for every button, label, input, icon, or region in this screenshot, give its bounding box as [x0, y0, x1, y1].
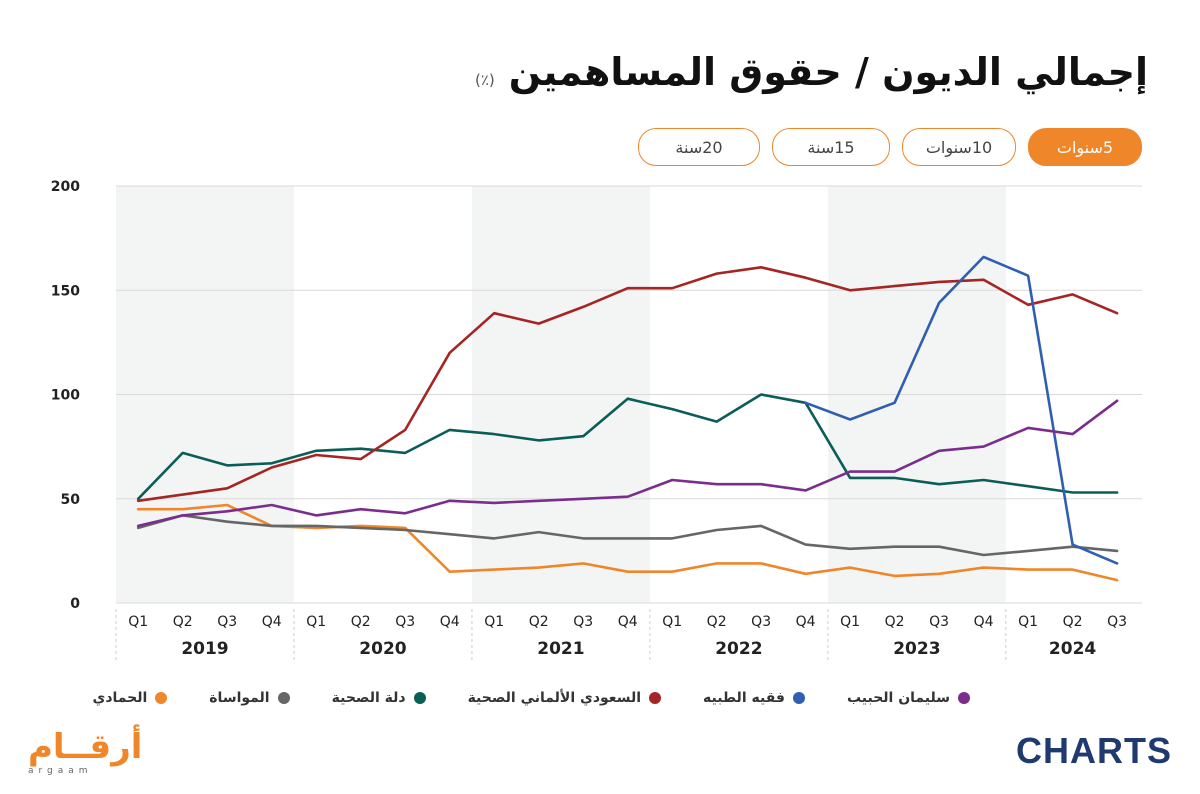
legend-label: فقيه الطبيه — [703, 690, 785, 706]
year-label-2021: 2021 — [537, 639, 584, 659]
y-tick-label: 0 — [70, 596, 80, 612]
x-tick-label: Q3 — [395, 614, 415, 630]
series-line-0 — [136, 503, 1119, 582]
x-tick-label: Q3 — [217, 614, 237, 630]
x-tick-label: Q3 — [573, 614, 593, 630]
legend-label: السعودي الألماني الصحية — [467, 690, 641, 706]
legend-item: السعودي الألماني الصحية — [468, 690, 661, 706]
x-tick-label: Q4 — [618, 614, 638, 630]
x-tick-label: Q2 — [707, 614, 727, 630]
series-line-5 — [136, 399, 1119, 528]
legend-label: سليمان الحبيب — [846, 690, 950, 706]
x-tick-label: Q1 — [662, 614, 682, 630]
y-tick-label: 150 — [51, 283, 80, 299]
legend-label: المواساة — [209, 690, 270, 706]
x-tick-label: Q2 — [173, 614, 193, 630]
charts-logo: CHARTS — [1016, 730, 1172, 771]
tab-5-years[interactable]: 5سنوات — [1028, 128, 1142, 166]
legend-label: الحمادي — [92, 690, 148, 706]
year-label-2023: 2023 — [893, 639, 940, 659]
legend-swatch — [277, 692, 290, 704]
series-line-1 — [136, 514, 1119, 557]
x-tick-label: Q4 — [796, 614, 816, 630]
x-tick-label: Q2 — [529, 614, 549, 630]
legend-item: المواساة — [209, 690, 290, 706]
legend-item: سليمان الحبيب — [847, 690, 970, 706]
y-tick-label: 100 — [51, 388, 80, 404]
chart-legend: الحمادي المواساة دلة الصحية السعودي الألمان… — [92, 690, 970, 706]
argaam-logo: أرقــام argaam — [28, 730, 142, 776]
x-tick-label: Q3 — [1107, 614, 1127, 630]
y-tick-label: 50 — [61, 492, 81, 508]
y-tick-label: 200 — [51, 179, 80, 195]
x-tick-label: Q1 — [840, 614, 860, 630]
x-tick-label: Q4 — [440, 614, 460, 630]
x-tick-label: Q4 — [974, 614, 994, 630]
tab-20-years[interactable]: 20سنة — [638, 128, 760, 166]
x-tick-label: Q3 — [929, 614, 949, 630]
x-tick-label: Q2 — [1063, 614, 1083, 630]
legend-swatch — [649, 692, 661, 704]
page-title: إجمالي الديون / حقوق المساهمين — [508, 50, 1148, 94]
tab-10-years[interactable]: 10سنوات — [902, 128, 1016, 166]
tab-15-years[interactable]: 15سنة — [772, 128, 890, 166]
x-tick-label: Q2 — [885, 614, 905, 630]
legend-swatch — [155, 692, 168, 704]
series-line-4 — [804, 255, 1119, 565]
x-tick-label: Q1 — [484, 614, 504, 630]
year-label-2020: 2020 — [359, 639, 406, 659]
legend-swatch — [413, 692, 426, 704]
legend-item: الحمادي — [92, 690, 168, 706]
year-label-2019: 2019 — [181, 639, 228, 659]
line-chart: 0 50 100 150 200 Q1 Q2 Q3 Q4 Q1 Q2 Q3 Q4 Q1 Q2 Q3 Q4 Q1 Q2… — [51, 179, 1142, 660]
year-label-2022: 2022 — [715, 639, 762, 659]
legend-item: دلة الصحية — [332, 690, 426, 706]
legend-label: دلة الصحية — [331, 690, 406, 706]
series-line-3 — [136, 266, 1119, 503]
legend-swatch — [958, 692, 970, 704]
legend-swatch — [792, 692, 805, 704]
title-area: إجمالي الديون / حقوق المساهمين (٪) — [475, 50, 1148, 94]
x-tick-label: Q4 — [262, 614, 282, 630]
x-tick-label: Q2 — [351, 614, 371, 630]
legend-item: فقيه الطبيه — [703, 690, 805, 706]
x-tick-label: Q1 — [1018, 614, 1038, 630]
year-label-2024: 2024 — [1049, 639, 1096, 659]
x-tick-label: Q1 — [306, 614, 326, 630]
period-tabs: 5سنوات 10سنوات 15سنة 20سنة — [638, 128, 1142, 166]
x-tick-label: Q3 — [751, 614, 771, 630]
argaam-logo-latin: argaam — [28, 766, 93, 776]
series-line-2 — [136, 393, 1119, 501]
unit-label: (٪) — [475, 71, 495, 89]
x-tick-label: Q1 — [128, 614, 148, 630]
argaam-logo-arabic: أرقــام — [28, 727, 143, 767]
